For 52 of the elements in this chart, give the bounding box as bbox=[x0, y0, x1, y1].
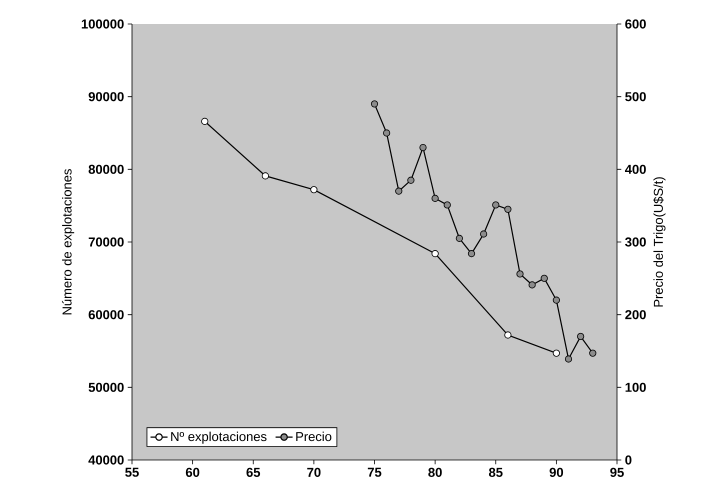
point bbox=[395, 188, 402, 195]
point bbox=[552, 350, 560, 357]
point bbox=[370, 100, 378, 108]
point bbox=[432, 194, 439, 202]
y-tick-label: 70000 bbox=[88, 237, 124, 247]
legend-label: Nº explotaciones bbox=[171, 432, 267, 444]
y-tick-label: 90000 bbox=[88, 92, 124, 102]
x-tick-label: 80 bbox=[428, 468, 442, 477]
point bbox=[456, 234, 463, 242]
point bbox=[504, 331, 512, 339]
x-tick-label: 95 bbox=[610, 468, 624, 477]
y-axis-title: Número de explotaciones bbox=[62, 169, 74, 314]
point bbox=[504, 206, 512, 213]
x-tick-label: 85 bbox=[488, 468, 503, 477]
y2-axis-title: Precio del Trigo(U$S/t) bbox=[653, 177, 666, 307]
x-tick-label: 55 bbox=[125, 468, 139, 477]
point bbox=[419, 144, 427, 152]
y2-tick-label: 600 bbox=[625, 19, 646, 29]
point bbox=[492, 201, 500, 209]
y-tick-label: 60000 bbox=[88, 310, 124, 320]
y2-tick-label: 100 bbox=[626, 382, 646, 392]
point bbox=[468, 250, 476, 258]
x-tick-label: 70 bbox=[307, 468, 321, 477]
y-tick-label: 50000 bbox=[88, 382, 124, 392]
y2-tick-label: 200 bbox=[625, 310, 646, 320]
point bbox=[516, 270, 524, 278]
y2-tick-label: 400 bbox=[624, 164, 646, 174]
point bbox=[589, 350, 596, 357]
y2-tick-label: 500 bbox=[625, 92, 646, 102]
x-tick-label: 65 bbox=[246, 468, 260, 477]
point bbox=[201, 118, 208, 125]
point bbox=[444, 201, 451, 209]
point bbox=[432, 250, 439, 258]
point bbox=[480, 230, 488, 238]
x-tick-label: 90 bbox=[550, 468, 564, 477]
y2-tick-label: 0 bbox=[625, 455, 632, 465]
y-tick-label: 100000 bbox=[82, 19, 124, 29]
x-tick-label: 60 bbox=[186, 468, 200, 477]
y2-tick-label: 300 bbox=[625, 237, 646, 247]
x-tick-label: 75 bbox=[368, 468, 382, 477]
point bbox=[310, 186, 318, 194]
point bbox=[552, 296, 560, 304]
point bbox=[262, 172, 269, 180]
point bbox=[383, 129, 390, 137]
point bbox=[577, 332, 584, 340]
legend-label: Precio bbox=[296, 432, 332, 442]
point bbox=[407, 176, 414, 184]
y-tick-label: 80000 bbox=[88, 164, 124, 174]
point bbox=[528, 281, 536, 288]
point bbox=[564, 355, 572, 363]
y-tick-label: 40000 bbox=[88, 455, 124, 465]
point bbox=[540, 274, 548, 282]
